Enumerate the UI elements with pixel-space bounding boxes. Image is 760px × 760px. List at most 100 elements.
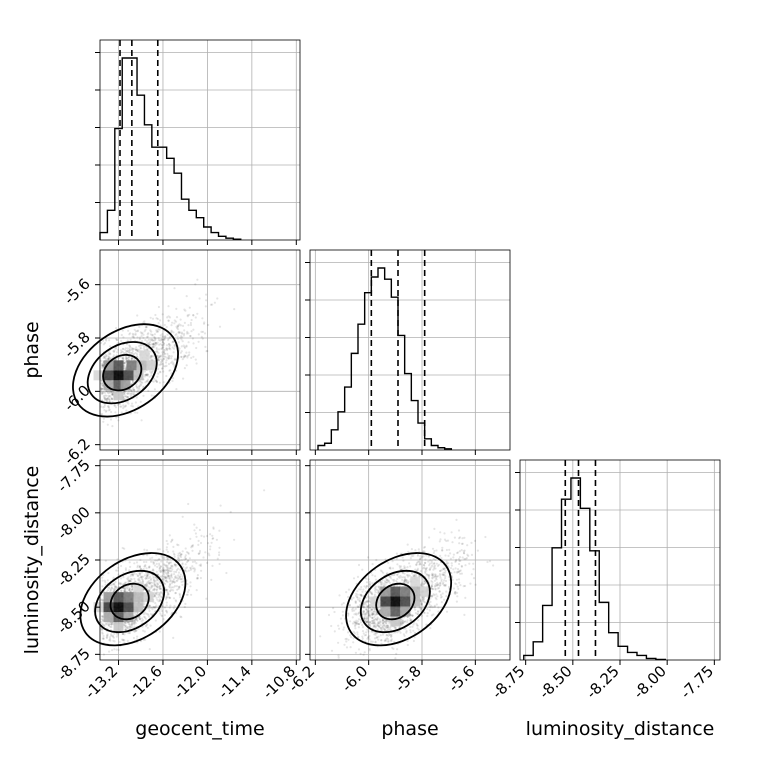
scatter-point bbox=[380, 639, 383, 642]
scatter-point bbox=[157, 558, 160, 561]
scatter-point bbox=[169, 561, 173, 564]
scatter-point bbox=[124, 368, 127, 371]
scatter-point bbox=[173, 578, 176, 581]
scatter-point bbox=[160, 614, 163, 617]
scatter-point bbox=[142, 613, 145, 616]
scatter-point bbox=[362, 610, 365, 613]
scatter-point bbox=[476, 549, 479, 552]
scatter-point bbox=[188, 313, 191, 316]
scatter-point bbox=[144, 381, 147, 384]
scatter-point bbox=[184, 309, 187, 312]
scatter-point bbox=[191, 337, 194, 340]
scatter-point bbox=[140, 344, 143, 347]
scatter-point bbox=[167, 315, 170, 318]
scatter-point bbox=[124, 567, 127, 570]
scatter-point bbox=[151, 333, 154, 336]
scatter-point bbox=[356, 590, 359, 593]
scatter-point bbox=[182, 565, 185, 569]
scatter-point bbox=[127, 350, 130, 353]
scatter-point bbox=[140, 419, 143, 422]
scatter-point bbox=[139, 400, 142, 403]
scatter-point bbox=[153, 595, 156, 598]
scatter-point bbox=[131, 347, 135, 350]
scatter-point bbox=[157, 357, 160, 360]
scatter-point bbox=[154, 344, 157, 347]
scatter-point bbox=[104, 622, 107, 625]
scatter-point bbox=[104, 559, 107, 562]
scatter-point bbox=[157, 582, 160, 586]
scatter-point bbox=[440, 557, 443, 560]
scatter-point bbox=[136, 387, 139, 390]
scatter-point bbox=[101, 384, 104, 387]
scatter-point bbox=[126, 396, 129, 399]
scatter-point bbox=[154, 602, 157, 605]
scatter-point bbox=[373, 633, 376, 636]
scatter-point bbox=[113, 640, 116, 643]
scatter-point bbox=[166, 564, 169, 568]
scatter-point bbox=[106, 396, 109, 399]
scatter-point bbox=[156, 585, 159, 589]
scatter-point bbox=[178, 594, 181, 597]
scatter-point bbox=[127, 580, 130, 583]
scatter-point bbox=[140, 332, 143, 335]
scatter-point bbox=[160, 338, 163, 341]
scatter-point bbox=[128, 588, 131, 592]
scatter-point bbox=[180, 553, 183, 556]
scatter-point bbox=[149, 350, 152, 353]
scatter-point bbox=[200, 330, 203, 333]
scatter-point bbox=[169, 604, 172, 607]
scatter-point bbox=[126, 356, 129, 360]
scatter-point bbox=[110, 621, 114, 624]
scatter-point bbox=[142, 347, 145, 350]
scatter-point bbox=[177, 544, 180, 547]
scatter-point bbox=[148, 341, 151, 344]
scatter-point bbox=[194, 283, 197, 286]
scatter-point bbox=[422, 596, 425, 599]
scatter-point bbox=[409, 631, 412, 634]
scatter-point bbox=[168, 534, 171, 537]
scatter-point bbox=[472, 568, 475, 571]
scatter-point bbox=[168, 582, 172, 586]
scatter-point bbox=[126, 639, 129, 643]
scatter-point bbox=[164, 365, 167, 368]
scatter-point bbox=[492, 564, 495, 567]
scatter-point bbox=[412, 623, 415, 626]
scatter-point bbox=[126, 587, 129, 590]
density-cell bbox=[113, 390, 124, 401]
scatter-point bbox=[419, 558, 422, 561]
scatter-point bbox=[171, 564, 174, 567]
scatter-point bbox=[161, 313, 164, 316]
scatter-point bbox=[439, 531, 442, 534]
scatter-point bbox=[117, 648, 120, 652]
scatter-point bbox=[484, 535, 487, 539]
scatter-point bbox=[119, 405, 122, 408]
scatter-point bbox=[427, 560, 430, 563]
scatter-point bbox=[454, 560, 457, 564]
scatter-point bbox=[123, 590, 126, 593]
scatter-point bbox=[432, 568, 435, 571]
scatter-point bbox=[122, 357, 125, 360]
scatter-point bbox=[435, 549, 438, 552]
scatter-point bbox=[188, 351, 191, 354]
scatter-point bbox=[129, 575, 132, 578]
scatter-point bbox=[444, 579, 448, 583]
scatter-point bbox=[411, 614, 414, 617]
scatter-point bbox=[163, 351, 166, 354]
scatter-point bbox=[107, 357, 110, 361]
scatter-point bbox=[426, 574, 430, 577]
scatter-point bbox=[178, 585, 181, 588]
scatter-point bbox=[170, 324, 173, 327]
scatter-point bbox=[123, 624, 126, 627]
scatter-point bbox=[126, 586, 129, 589]
scatter-point bbox=[178, 585, 181, 588]
scatter-point bbox=[178, 586, 181, 589]
scatter-point bbox=[134, 621, 137, 624]
scatter-point bbox=[157, 359, 160, 362]
scatter-point bbox=[158, 581, 161, 584]
scatter-point bbox=[185, 551, 189, 554]
scatter-point bbox=[125, 357, 128, 360]
scatter-point bbox=[141, 578, 144, 581]
scatter-point bbox=[142, 568, 145, 571]
scatter-point bbox=[189, 334, 192, 338]
scatter-point bbox=[159, 587, 162, 590]
